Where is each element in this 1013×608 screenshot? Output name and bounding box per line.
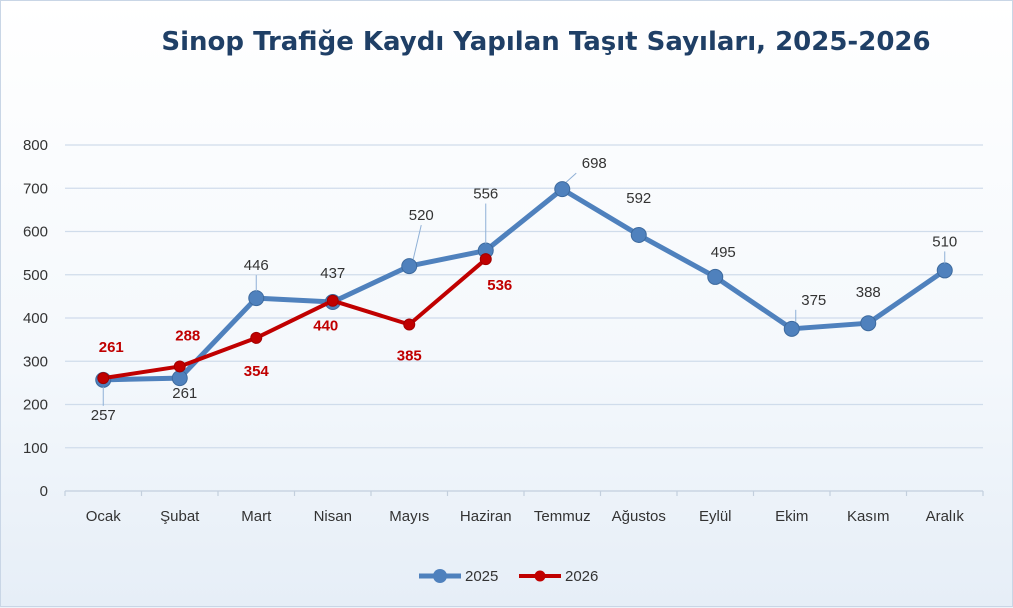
x-axis-ticks: Ocak Şubat Mart Nisan Mayıs Haziran Temmuz Ağus…: [86, 508, 965, 525]
y-tick-label: 200: [23, 397, 48, 414]
data-label-2025: 446: [244, 257, 269, 274]
data-point-2025: [860, 315, 877, 332]
data-point-2025: [171, 370, 188, 387]
legend-label: 2026: [565, 568, 598, 585]
data-point-2025: [936, 262, 953, 279]
data-label-2026: 354: [244, 363, 270, 380]
data-point-2026: [173, 360, 186, 373]
x-tick-label: Aralık: [926, 508, 965, 525]
x-tick-label: Mart: [241, 508, 272, 525]
data-label-2025: 520: [409, 207, 434, 224]
data-label-2026: 440: [313, 318, 338, 335]
data-label-2026: 261: [99, 339, 124, 356]
data-label-2025: 510: [932, 233, 957, 250]
gridlines: [64, 144, 984, 496]
y-tick-label: 600: [23, 224, 48, 241]
legend-marker-2026: [534, 570, 546, 582]
legend-marker-2025: [433, 569, 447, 583]
data-label-2025: 592: [626, 190, 651, 207]
data-label-2025: 437: [320, 265, 345, 282]
data-label-2026: 536: [487, 277, 512, 294]
data-label-2026: 288: [175, 327, 200, 344]
data-label-2025: 698: [582, 155, 607, 172]
series-line-2026: [101, 257, 488, 381]
series-lines: [95, 181, 953, 388]
data-point-2025: [554, 181, 571, 198]
y-tick-label: 800: [23, 137, 48, 154]
data-label-2025: 375: [801, 292, 826, 309]
data-label-2025: 257: [91, 407, 116, 424]
data-point-2026: [479, 253, 492, 266]
x-tick-label: Kasım: [847, 508, 890, 525]
chart-title: Sinop Trafiğe Kaydı Yapılan Taşıt Sayıla…: [161, 27, 930, 57]
data-point-2025: [248, 290, 265, 307]
y-tick-label: 0: [40, 483, 48, 500]
legend: 2025 2026: [419, 568, 598, 585]
y-tick-label: 700: [23, 180, 48, 197]
x-tick-label: Nisan: [314, 508, 352, 525]
x-tick-label: Temmuz: [534, 508, 591, 525]
leader-line: [412, 224, 422, 260]
x-tick-label: Mayıs: [389, 508, 429, 525]
data-label-2025: 556: [473, 186, 498, 203]
data-point-2026: [403, 318, 416, 331]
x-tick-label: Ocak: [86, 508, 122, 525]
data-point-2025: [783, 320, 800, 337]
y-tick-label: 500: [23, 267, 48, 284]
y-tick-label: 300: [23, 353, 48, 370]
x-tick-label: Eylül: [699, 508, 732, 525]
y-tick-label: 100: [23, 440, 48, 457]
data-point-2026: [326, 294, 339, 307]
series-line-2025: [100, 186, 948, 383]
data-point-2026: [97, 372, 110, 385]
data-labels: 257 261 446 437 520 556 698 592 495 375 388 510 261 2…: [91, 155, 958, 424]
x-tick-label: Ekim: [775, 508, 808, 525]
x-tick-label: Haziran: [460, 508, 512, 525]
y-tick-label: 400: [23, 310, 48, 327]
data-label-2025: 388: [856, 284, 881, 301]
x-tick-label: Şubat: [160, 508, 200, 525]
data-point-2025: [630, 226, 647, 243]
data-point-2026: [250, 331, 263, 344]
data-label-2025: 261: [172, 385, 197, 402]
data-point-2025: [707, 268, 724, 285]
data-label-2026: 385: [397, 347, 422, 364]
data-label-2025: 495: [711, 244, 736, 261]
leader-line: [565, 172, 577, 183]
x-tick-label: Ağustos: [612, 508, 666, 525]
y-axis-ticks: 0 100 200 300 400 500 600 700 800: [23, 137, 48, 500]
legend-label: 2025: [465, 568, 498, 585]
data-point-2025: [401, 258, 418, 275]
